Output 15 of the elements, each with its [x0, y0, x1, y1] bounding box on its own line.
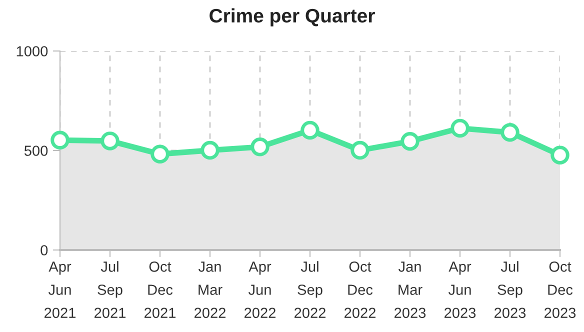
x-tick-label: Jul Sep 2023	[494, 261, 526, 318]
x-tick-label: Oct Dec 2023	[544, 261, 576, 318]
x-tick-label: Jan Mar 2023	[394, 262, 426, 318]
x-tick-label: Jan Mar 2022	[194, 262, 226, 318]
x-tick-label: Oct Dec 2022	[344, 261, 376, 318]
chart-title: Crime per Quarter	[210, 8, 375, 26]
y-tick-label: 0	[40, 245, 48, 256]
x-tick-label: Apr Jun 2023	[444, 262, 476, 318]
x-tick-label: Jul Sep 2022	[294, 261, 326, 318]
x-tick-label: Apr Jun 2022	[244, 262, 276, 318]
y-tick-label: 1000	[16, 46, 48, 56]
y-tick-label: 500	[24, 146, 48, 156]
x-tick-label: Oct Dec 2021	[144, 261, 176, 318]
x-tick-label: Apr Jun 2021	[44, 262, 76, 318]
x-tick-label: Jul Sep 2021	[94, 261, 126, 318]
